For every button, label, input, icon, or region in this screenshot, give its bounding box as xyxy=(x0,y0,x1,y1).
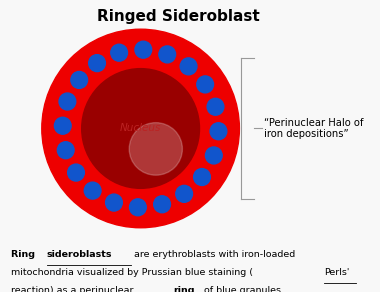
Text: reaction) as a perinuclear: reaction) as a perinuclear xyxy=(11,286,137,292)
Text: ring: ring xyxy=(173,286,195,292)
Text: mitochondria visualized by Prussian blue staining (: mitochondria visualized by Prussian blue… xyxy=(11,268,253,277)
Text: Perls': Perls' xyxy=(324,268,349,277)
Text: Ring: Ring xyxy=(11,250,39,259)
Text: are erythroblasts with iron-loaded: are erythroblasts with iron-loaded xyxy=(131,250,295,259)
Ellipse shape xyxy=(129,123,182,175)
Ellipse shape xyxy=(159,46,176,63)
Ellipse shape xyxy=(210,123,227,140)
Ellipse shape xyxy=(194,168,211,185)
Ellipse shape xyxy=(207,98,224,115)
Ellipse shape xyxy=(89,55,105,72)
Ellipse shape xyxy=(68,164,84,181)
Ellipse shape xyxy=(54,117,71,134)
Ellipse shape xyxy=(180,58,197,75)
Ellipse shape xyxy=(154,196,171,213)
Text: Nucleus: Nucleus xyxy=(120,124,161,133)
Ellipse shape xyxy=(71,72,87,88)
Ellipse shape xyxy=(106,194,122,211)
Ellipse shape xyxy=(135,41,152,58)
Ellipse shape xyxy=(111,44,127,61)
Ellipse shape xyxy=(42,29,239,228)
Text: “Perinuclear Halo of
iron depositions”: “Perinuclear Halo of iron depositions” xyxy=(264,118,364,139)
Ellipse shape xyxy=(176,185,193,202)
Ellipse shape xyxy=(59,93,76,110)
Ellipse shape xyxy=(82,69,200,188)
Ellipse shape xyxy=(130,199,146,216)
Ellipse shape xyxy=(84,182,101,199)
Text: sideroblasts: sideroblasts xyxy=(47,250,112,259)
Ellipse shape xyxy=(57,142,74,159)
Text: of blue granules: of blue granules xyxy=(201,286,281,292)
Ellipse shape xyxy=(197,76,214,93)
Ellipse shape xyxy=(206,147,222,164)
Text: Ringed Sideroblast: Ringed Sideroblast xyxy=(97,9,260,24)
